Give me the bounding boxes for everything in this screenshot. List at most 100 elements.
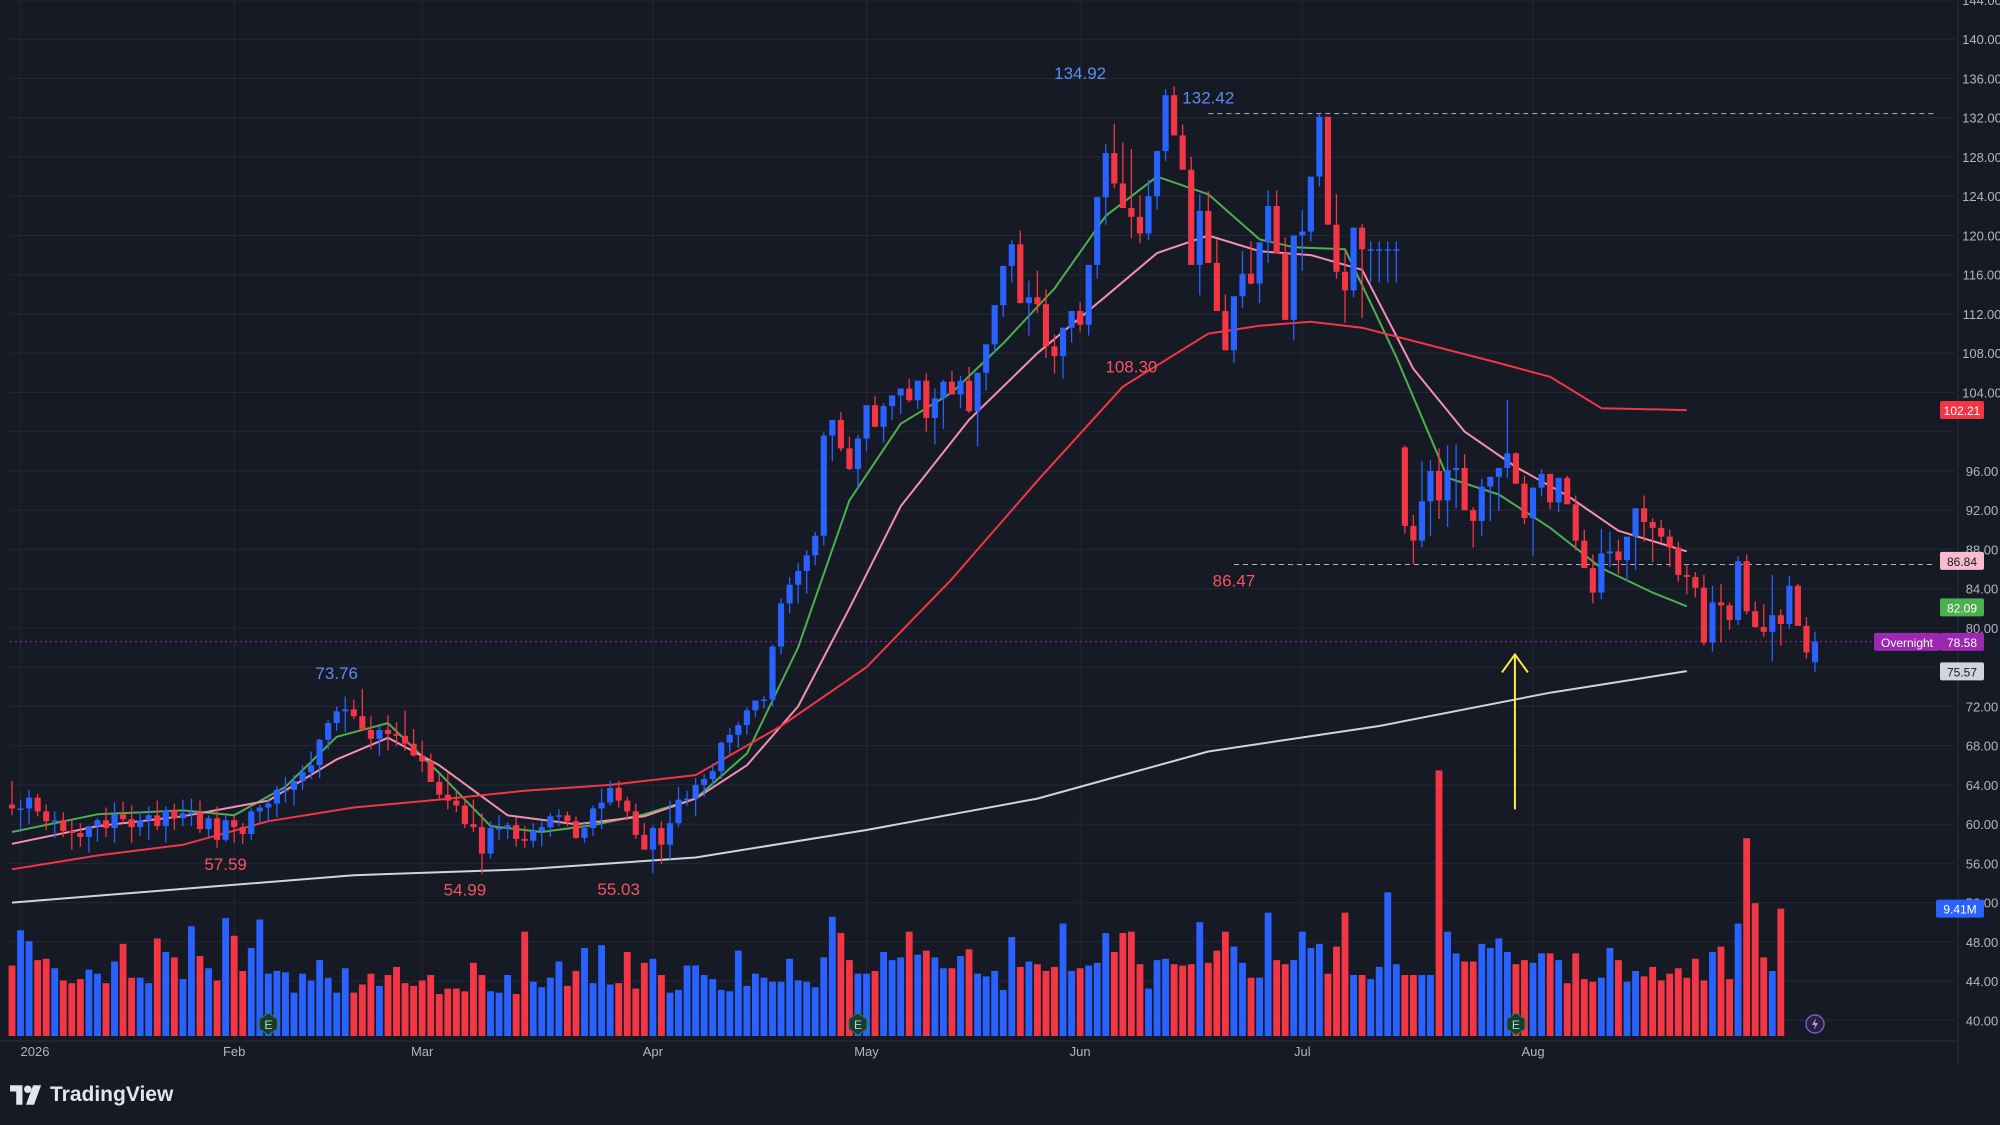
candle[interactable] bbox=[589, 808, 597, 829]
candle[interactable] bbox=[1589, 568, 1596, 593]
candle[interactable] bbox=[1735, 561, 1742, 621]
candle[interactable] bbox=[965, 380, 973, 412]
candle[interactable] bbox=[1367, 249, 1374, 251]
candle[interactable] bbox=[1188, 169, 1195, 265]
candle[interactable] bbox=[316, 739, 323, 766]
candle[interactable] bbox=[342, 709, 349, 712]
candle[interactable] bbox=[880, 406, 887, 427]
candle[interactable] bbox=[1769, 615, 1776, 632]
candle[interactable] bbox=[231, 820, 238, 828]
candle[interactable] bbox=[1145, 196, 1152, 234]
candle[interactable] bbox=[51, 820, 58, 822]
candle[interactable] bbox=[376, 729, 383, 739]
price-badge[interactable] bbox=[1940, 551, 1984, 570]
candle[interactable] bbox=[384, 729, 392, 734]
candle[interactable] bbox=[1222, 311, 1229, 351]
candle[interactable] bbox=[1743, 561, 1750, 612]
candle[interactable] bbox=[154, 815, 161, 827]
candle[interactable] bbox=[1675, 547, 1682, 575]
candle[interactable] bbox=[1059, 327, 1067, 357]
candle[interactable] bbox=[410, 743, 417, 756]
candle[interactable] bbox=[1341, 271, 1349, 291]
candle[interactable] bbox=[282, 789, 289, 792]
candle[interactable] bbox=[1495, 468, 1502, 477]
candle[interactable] bbox=[1230, 296, 1238, 351]
candle[interactable] bbox=[1555, 477, 1562, 503]
candle[interactable] bbox=[555, 815, 562, 817]
candle[interactable] bbox=[1786, 585, 1793, 624]
candle[interactable] bbox=[68, 831, 75, 833]
candle[interactable] bbox=[812, 535, 819, 556]
candle[interactable] bbox=[718, 742, 725, 772]
candle[interactable] bbox=[948, 381, 956, 395]
candle[interactable] bbox=[1598, 553, 1605, 593]
candle[interactable] bbox=[931, 398, 938, 418]
candle[interactable] bbox=[1324, 116, 1332, 225]
candle[interactable] bbox=[564, 815, 571, 822]
candle[interactable] bbox=[205, 818, 212, 830]
candle[interactable] bbox=[683, 798, 691, 801]
candle[interactable] bbox=[239, 827, 246, 834]
candle[interactable] bbox=[1000, 265, 1007, 306]
candle[interactable] bbox=[846, 448, 853, 469]
candle[interactable] bbox=[1581, 540, 1588, 569]
candle[interactable] bbox=[1376, 249, 1383, 251]
candle[interactable] bbox=[1529, 487, 1537, 519]
candle[interactable] bbox=[1282, 253, 1289, 320]
candle[interactable] bbox=[1811, 641, 1819, 663]
candle[interactable] bbox=[547, 816, 554, 828]
candle[interactable] bbox=[709, 771, 716, 780]
candle[interactable] bbox=[401, 735, 409, 744]
candle[interactable] bbox=[1615, 551, 1622, 561]
candle[interactable] bbox=[803, 555, 810, 572]
candle[interactable] bbox=[453, 800, 460, 806]
candle[interactable] bbox=[427, 761, 434, 782]
candle[interactable] bbox=[513, 825, 520, 839]
candle[interactable] bbox=[162, 810, 169, 827]
candle[interactable] bbox=[1504, 453, 1511, 468]
candle[interactable] bbox=[1726, 605, 1733, 621]
candle[interactable] bbox=[1777, 615, 1784, 624]
candle[interactable] bbox=[419, 755, 426, 762]
candle[interactable] bbox=[1700, 587, 1707, 643]
candle[interactable] bbox=[769, 646, 776, 700]
candle[interactable] bbox=[1453, 468, 1460, 470]
candle[interactable] bbox=[615, 787, 622, 801]
candle[interactable] bbox=[307, 765, 315, 773]
candle[interactable] bbox=[641, 834, 648, 850]
candle[interactable] bbox=[1641, 508, 1648, 522]
candle[interactable] bbox=[188, 812, 195, 814]
candle[interactable] bbox=[1068, 311, 1075, 328]
candle[interactable] bbox=[222, 820, 229, 840]
candle[interactable] bbox=[470, 824, 477, 828]
candle[interactable] bbox=[957, 380, 964, 395]
candle[interactable] bbox=[1760, 626, 1767, 632]
candle[interactable] bbox=[179, 813, 186, 819]
candle[interactable] bbox=[256, 807, 263, 812]
candle[interactable] bbox=[436, 781, 443, 795]
candle[interactable] bbox=[495, 828, 503, 830]
candle[interactable] bbox=[111, 814, 118, 829]
candle[interactable] bbox=[871, 405, 879, 427]
candle[interactable] bbox=[1435, 470, 1443, 501]
candle[interactable] bbox=[735, 725, 742, 735]
candle[interactable] bbox=[658, 828, 665, 845]
earnings-marker[interactable] bbox=[848, 1012, 868, 1036]
candle[interactable] bbox=[572, 821, 580, 838]
candle[interactable] bbox=[1196, 210, 1203, 265]
candle[interactable] bbox=[829, 419, 836, 436]
candle[interactable] bbox=[94, 820, 101, 827]
tradingview-logo[interactable]: TradingView bbox=[10, 1083, 173, 1107]
candle[interactable] bbox=[692, 784, 699, 799]
candle[interactable] bbox=[1111, 153, 1118, 184]
candle[interactable] bbox=[863, 405, 870, 439]
candle[interactable] bbox=[1265, 206, 1272, 243]
candle[interactable] bbox=[1487, 476, 1494, 487]
candle[interactable] bbox=[854, 438, 862, 469]
candle[interactable] bbox=[367, 729, 374, 739]
candle[interactable] bbox=[983, 344, 990, 373]
candle[interactable] bbox=[1512, 453, 1520, 484]
candle[interactable] bbox=[333, 711, 340, 724]
candle[interactable] bbox=[1444, 469, 1451, 501]
